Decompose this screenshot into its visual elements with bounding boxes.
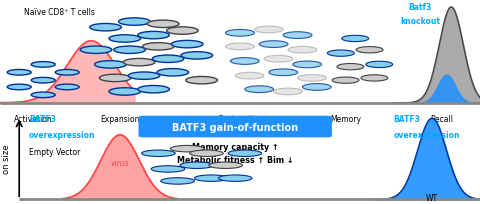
Text: Empty Vector: Empty Vector (29, 147, 80, 156)
Text: WT: WT (426, 193, 438, 202)
Circle shape (95, 61, 126, 69)
Circle shape (259, 42, 288, 48)
Circle shape (194, 175, 228, 182)
Circle shape (55, 70, 79, 76)
Circle shape (114, 47, 145, 54)
Text: on size: on size (2, 143, 12, 173)
Text: overexpression: overexpression (394, 131, 460, 140)
Circle shape (283, 32, 312, 39)
Circle shape (143, 43, 174, 51)
Circle shape (161, 178, 194, 184)
Circle shape (235, 73, 264, 80)
Circle shape (264, 56, 293, 63)
Circle shape (269, 70, 298, 76)
Circle shape (245, 86, 274, 93)
Circle shape (109, 35, 141, 43)
Circle shape (288, 47, 317, 54)
Circle shape (226, 44, 254, 50)
Circle shape (228, 150, 262, 157)
Circle shape (171, 41, 203, 49)
Text: Contraction: Contraction (217, 114, 263, 123)
Text: Activation: Activation (14, 114, 53, 123)
Circle shape (230, 58, 259, 65)
Circle shape (190, 150, 223, 157)
Text: BATF3 gain-of-function: BATF3 gain-of-function (172, 122, 298, 132)
Circle shape (293, 62, 322, 69)
Circle shape (142, 150, 175, 157)
Circle shape (274, 89, 302, 95)
Text: Naïve CD8⁺ T cells: Naïve CD8⁺ T cells (24, 8, 95, 17)
Circle shape (361, 75, 388, 82)
Text: Metabolic fitness ↑ Bim ↓: Metabolic fitness ↑ Bim ↓ (177, 155, 293, 164)
Circle shape (109, 88, 141, 96)
Text: Batf3: Batf3 (408, 3, 432, 12)
Circle shape (119, 19, 150, 26)
Circle shape (80, 47, 112, 54)
Text: Memory capacity ↑: Memory capacity ↑ (192, 143, 278, 152)
Circle shape (366, 62, 393, 68)
Circle shape (254, 27, 283, 34)
Circle shape (337, 64, 364, 70)
FancyBboxPatch shape (139, 117, 331, 137)
Text: Recall: Recall (430, 114, 453, 123)
Circle shape (7, 70, 31, 76)
Circle shape (170, 146, 204, 152)
Circle shape (128, 73, 160, 80)
Circle shape (7, 85, 31, 90)
Circle shape (167, 28, 198, 35)
Circle shape (31, 62, 55, 68)
Circle shape (356, 47, 383, 54)
Circle shape (226, 30, 254, 37)
Circle shape (180, 162, 214, 169)
Text: Memory: Memory (330, 114, 361, 123)
Text: BATF3: BATF3 (394, 114, 420, 123)
Circle shape (90, 24, 121, 32)
Circle shape (181, 52, 213, 60)
Circle shape (99, 75, 131, 82)
Text: knockout: knockout (400, 17, 440, 26)
Circle shape (218, 175, 252, 182)
Text: overexpression: overexpression (29, 131, 96, 140)
Circle shape (209, 162, 242, 169)
Circle shape (342, 36, 369, 42)
Circle shape (123, 59, 155, 67)
Circle shape (55, 85, 79, 90)
Text: Expansion: Expansion (100, 114, 140, 123)
Circle shape (332, 78, 359, 84)
Circle shape (152, 56, 184, 63)
Circle shape (327, 51, 354, 57)
Circle shape (302, 84, 331, 91)
Text: BATF3: BATF3 (29, 114, 56, 123)
Text: virus: virus (111, 159, 129, 167)
Circle shape (138, 32, 169, 40)
Circle shape (147, 21, 179, 28)
Circle shape (186, 77, 217, 84)
Circle shape (138, 86, 169, 93)
Circle shape (151, 166, 185, 172)
Circle shape (31, 93, 55, 98)
Circle shape (31, 78, 55, 84)
Circle shape (298, 75, 326, 82)
Circle shape (157, 69, 189, 77)
